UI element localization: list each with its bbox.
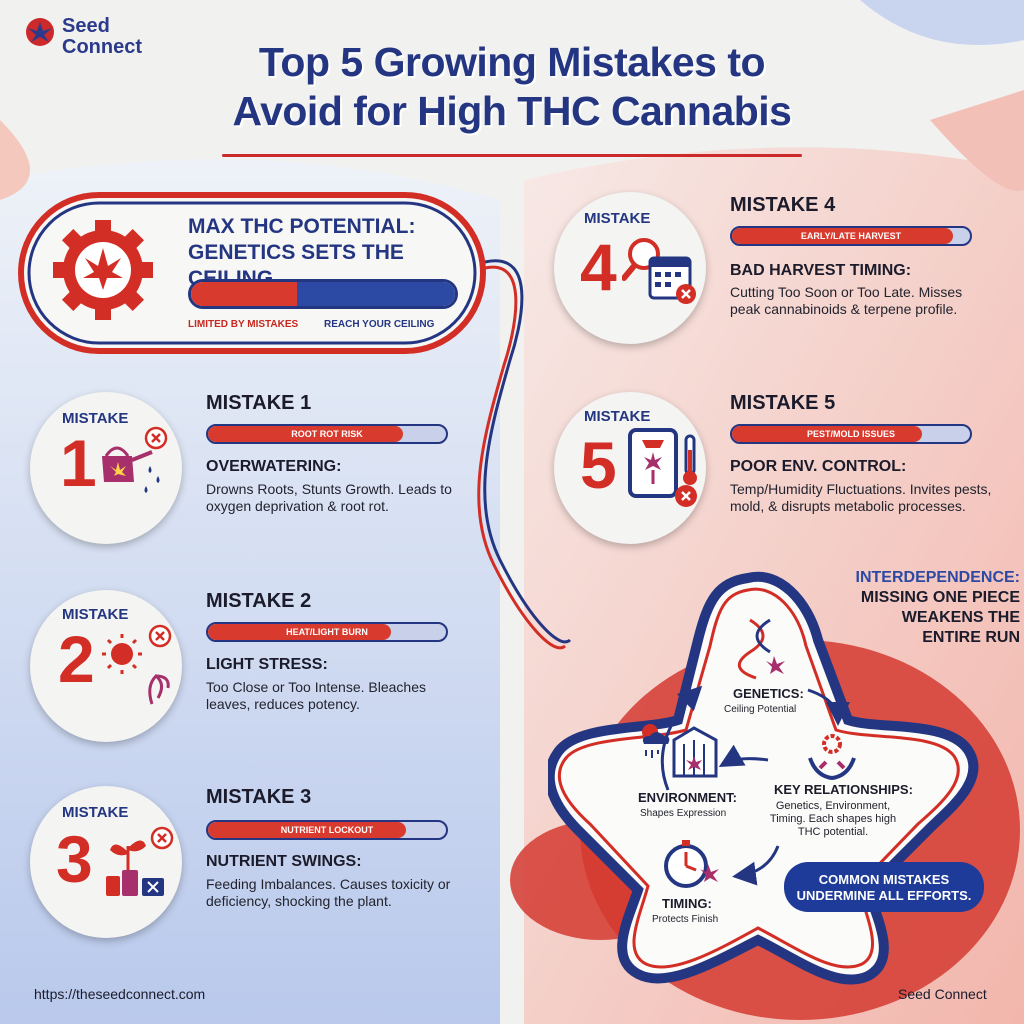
- mistake-1-description: Drowns Roots, Stunts Growth. Leads to ox…: [206, 481, 452, 514]
- mistake-1-risk-label: ROOT ROT RISK: [291, 429, 363, 439]
- dna-leaf-icon: [738, 618, 785, 680]
- mistake-5-number: 5: [580, 428, 617, 502]
- potential-card: [18, 192, 486, 354]
- mistake-1-risk-bar-fill: [208, 426, 404, 442]
- mistake-2-risk-bar-fill: [208, 624, 392, 640]
- mistake-3-badge: [30, 786, 182, 938]
- key-relationships-title: KEY RELATIONSHIPS:: [774, 782, 913, 797]
- mistake-2-heading: MISTAKE 2: [206, 590, 312, 612]
- timing-title: TIMING:: [662, 896, 712, 911]
- callout-text: COMMON MISTAKES UNDERMINE ALL EFFORTS.: [796, 872, 972, 903]
- mistake-4-risk-bar-fill: [732, 228, 954, 244]
- title-underline: [222, 154, 802, 157]
- genetics-sub: Ceiling Potential: [724, 704, 797, 715]
- mistake-1-number: 1: [60, 426, 97, 500]
- mistake-3-description: Feeding Imbalances. Causes toxicity or d…: [206, 876, 451, 909]
- footer-url[interactable]: https://theseedconnect.com: [34, 986, 206, 1002]
- potential-label-left: LIMITED BY MISTAKES: [188, 319, 299, 330]
- mistake-2-subheading: LIGHT STRESS:: [206, 656, 328, 673]
- watering-can-icon: [102, 426, 168, 493]
- seed-connect-logo: [26, 18, 54, 46]
- mistake-3-label: MISTAKE: [62, 804, 129, 821]
- key-relationships-description: Genetics, Environment, Timing. Each shap…: [769, 800, 897, 838]
- mistake-3-number: 3: [56, 822, 93, 896]
- mistake-5-risk-bar-fill: [732, 426, 923, 442]
- mistake-2-description: Too Close or Too Intense. Bleaches leave…: [206, 679, 426, 712]
- mistake-3-risk-label: NUTRIENT LOCKOUT: [280, 825, 374, 835]
- mistake-1-risk-bar: ROOT ROT RISK: [206, 424, 448, 444]
- mistake-4-heading: MISTAKE 4: [730, 194, 836, 216]
- mistake-5-label: MISTAKE: [584, 408, 651, 425]
- mistake-3-heading: MISTAKE 3: [206, 786, 312, 808]
- gear-cannabis-leaf-icon: [53, 220, 153, 320]
- mistake-4-number: 4: [580, 230, 617, 304]
- genetics-title: GENETICS:: [733, 686, 804, 701]
- timing-sub: Protects Finish: [652, 914, 719, 925]
- mistake-3-risk-bar: NUTRIENT LOCKOUT: [206, 820, 448, 840]
- hands-gear-icon: [808, 734, 856, 781]
- mistake-1-subheading: OVERWATERING:: [206, 458, 342, 475]
- sun-wilting-leaf-icon: [102, 624, 172, 705]
- mistake-5-heading: MISTAKE 5: [730, 392, 836, 414]
- plant-nutrient-bottles-icon: [106, 826, 174, 896]
- mistake-2-label: MISTAKE: [62, 606, 129, 623]
- grow-tent-thermometer-icon: [628, 428, 697, 507]
- stopwatch-leaf-icon: [664, 840, 719, 888]
- mistake-5-subheading: POOR ENV. CONTROL:: [730, 458, 907, 475]
- mistake-2-risk-bar: HEAT/LIGHT BURN: [206, 622, 448, 642]
- footer-brand: Seed Connect: [898, 986, 987, 1002]
- mistake-4-risk-label: EARLY/LATE HARVEST: [800, 231, 902, 241]
- interdependence-note: INTERDEPENDENCE: MISSING ONE PIECE WEAKE…: [855, 569, 1020, 646]
- mistake-3-subheading: NUTRIENT SWINGS:: [206, 853, 362, 870]
- magnifier-calendar-icon: [622, 238, 696, 304]
- greenhouse-weather-icon: [642, 724, 718, 778]
- mistake-2-risk-label: HEAT/LIGHT BURN: [286, 627, 368, 637]
- mistake-3-risk-bar-fill: [208, 822, 406, 838]
- environment-title: ENVIRONMENT:: [638, 790, 737, 805]
- mistake-4-risk-bar: EARLY/LATE HARVEST: [730, 226, 972, 246]
- mistake-5-risk-label: PEST/MOLD ISSUES: [806, 429, 895, 439]
- mistake-4-label: MISTAKE: [584, 210, 651, 227]
- mistake-5-description: Temp/Humidity Fluctuations. Invites pest…: [730, 481, 992, 514]
- potential-bar-fill: [191, 282, 297, 306]
- potential-label-right: REACH YOUR CEILING: [324, 319, 435, 330]
- mistake-4-subheading: BAD HARVEST TIMING:: [730, 262, 912, 279]
- environment-sub: Shapes Expression: [640, 808, 727, 819]
- brand-name: Seed Connect: [62, 15, 142, 58]
- mistake-1-label: MISTAKE: [62, 410, 129, 427]
- mistake-2-badge: [30, 590, 182, 742]
- mistake-2-number: 2: [58, 622, 95, 696]
- page-title: Top 5 Growing Mistakes to Avoid for High…: [232, 39, 792, 134]
- callout-box: [784, 862, 984, 912]
- mistake-4-description: Cutting Too Soon or Too Late. Misses pea…: [730, 284, 963, 317]
- potential-progress-bar: [188, 279, 458, 309]
- mistake-5-risk-bar: PEST/MOLD ISSUES: [730, 424, 972, 444]
- potential-bar-remaining: [296, 282, 455, 306]
- mistake-1-heading: MISTAKE 1: [206, 392, 312, 414]
